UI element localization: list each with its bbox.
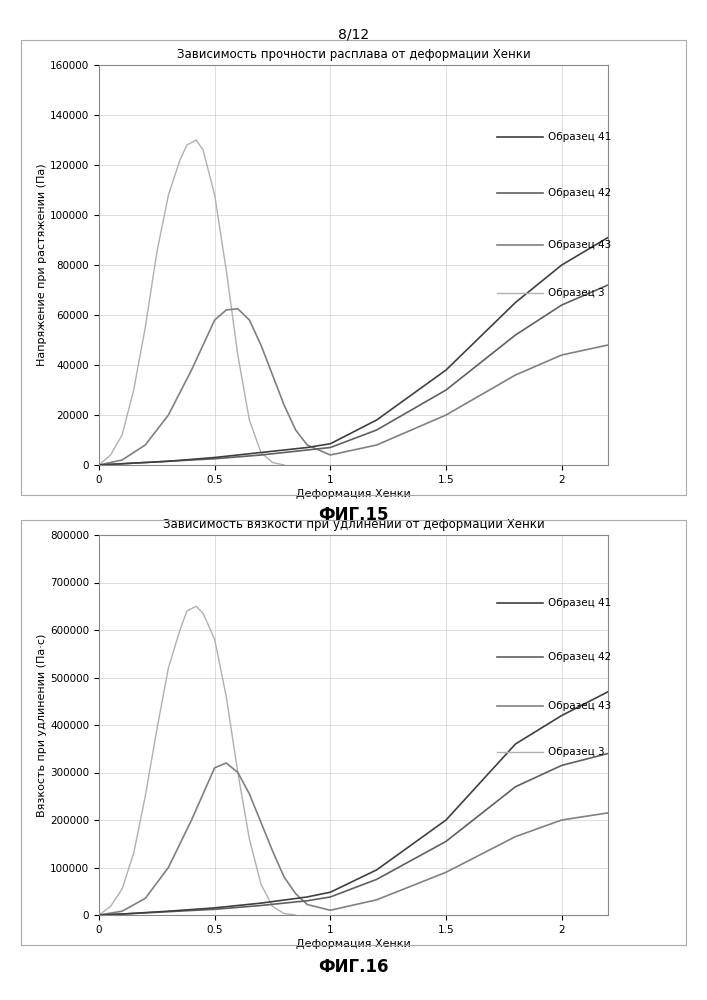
Text: 8/12: 8/12 — [338, 28, 369, 42]
Title: Зависимость вязкости при удлинении от деформации Хенки: Зависимость вязкости при удлинении от де… — [163, 518, 544, 531]
Text: Образец 3: Образец 3 — [548, 288, 604, 298]
Text: Образец 43: Образец 43 — [548, 701, 611, 711]
Text: ФИГ.16: ФИГ.16 — [318, 958, 389, 976]
Title: Зависимость прочности расплава от деформации Хенки: Зависимость прочности расплава от деформ… — [177, 48, 530, 61]
Text: Образец 41: Образец 41 — [548, 598, 611, 608]
Y-axis label: Напряжение при растяжении (Па): Напряжение при растяжении (Па) — [37, 164, 47, 366]
Text: Образец 42: Образец 42 — [548, 188, 611, 198]
X-axis label: Деформация Хенки: Деформация Хенки — [296, 489, 411, 499]
Text: Образец 42: Образец 42 — [548, 652, 611, 662]
X-axis label: Деформация Хенки: Деформация Хенки — [296, 939, 411, 949]
Text: Образец 3: Образец 3 — [548, 747, 604, 757]
Text: ФИГ.15: ФИГ.15 — [318, 506, 389, 524]
Text: Образец 43: Образец 43 — [548, 240, 611, 250]
Text: Образец 41: Образец 41 — [548, 132, 611, 142]
Y-axis label: Вязкость при удлинении (Па·с): Вязкость при удлинении (Па·с) — [37, 633, 47, 817]
